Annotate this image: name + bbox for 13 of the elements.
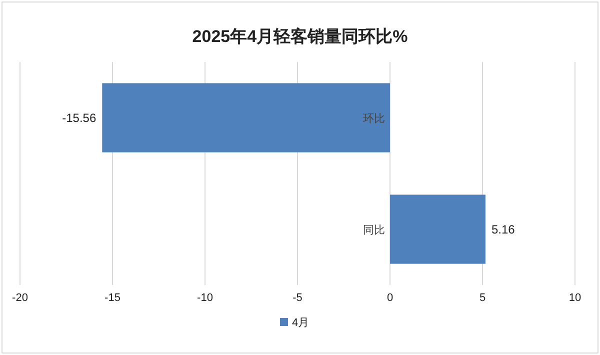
y-tick-label: 环比	[363, 112, 385, 125]
x-tick-label: -5	[292, 292, 302, 304]
legend-label: 4月	[292, 317, 310, 329]
data-label: 5.16	[491, 222, 516, 236]
x-tick-label: -20	[12, 292, 28, 304]
data-label: -15.56	[62, 110, 96, 125]
x-tick-label: 0	[386, 292, 394, 304]
chart-title: 2025年4月轻客销量同环比%	[192, 27, 408, 46]
x-tick-label: -15	[104, 292, 120, 304]
x-tick-label: 5	[479, 292, 486, 304]
x-tick-label: -10	[197, 292, 213, 304]
x-tick-label: 10	[568, 292, 582, 304]
y-tick-label: 同比	[363, 223, 385, 236]
